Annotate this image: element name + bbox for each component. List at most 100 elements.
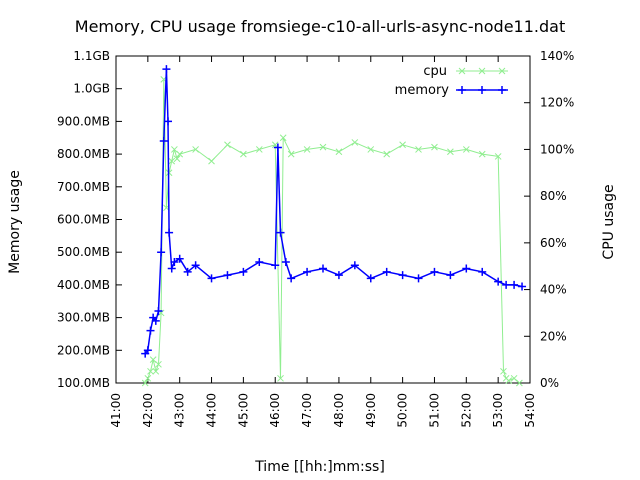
data-point-memory: [366, 274, 375, 283]
x-tick-label: 51:00: [427, 393, 441, 428]
data-point-cpu: [287, 150, 295, 158]
data-point-memory: [207, 274, 216, 283]
data-point-cpu: [141, 379, 149, 387]
data-point-memory: [276, 228, 285, 237]
series-memory: [141, 65, 527, 358]
y2-tick-label: 100%: [540, 142, 574, 156]
y-tick-label: 800.0MB: [57, 147, 110, 161]
data-point-memory: [334, 271, 343, 280]
data-point-memory: [319, 264, 327, 273]
data-point-memory: [170, 258, 179, 267]
data-point-cpu: [168, 157, 176, 165]
y-tick-label: 300.0MB: [57, 311, 110, 325]
data-point-cpu: [173, 155, 181, 163]
x-tick-label: 42:00: [141, 393, 155, 428]
data-point-memory: [382, 267, 391, 276]
data-point-memory: [143, 346, 152, 355]
series-line-memory: [144, 68, 523, 355]
data-point-memory: [350, 261, 359, 270]
data-point-cpu: [152, 367, 160, 375]
data-point-cpu: [399, 141, 406, 149]
data-point-memory: [271, 261, 280, 270]
data-point-cpu: [255, 146, 263, 153]
x-tick-label: 41:00: [109, 393, 123, 428]
data-point-memory: [183, 267, 192, 276]
data-point-memory: [146, 326, 155, 335]
data-point-memory: [159, 137, 168, 146]
data-point-memory: [502, 280, 511, 289]
data-point-cpu: [208, 157, 215, 165]
y-tick-label: 1.0GB: [73, 82, 110, 96]
data-point-memory: [191, 261, 200, 270]
data-point-memory: [239, 267, 248, 276]
x-tick-label: 47:00: [300, 393, 314, 428]
y2-tick-label: 0%: [540, 376, 559, 390]
legend-marker-cpu: [498, 67, 506, 75]
data-point-memory: [167, 264, 176, 273]
data-point-cpu: [505, 377, 513, 385]
x-tick-label: 50:00: [396, 393, 410, 428]
data-point-cpu: [277, 374, 284, 382]
data-point-memory: [478, 267, 487, 276]
y2-tick-label: 80%: [540, 189, 567, 203]
data-point-cpu: [494, 153, 502, 160]
series-layer: [141, 65, 527, 387]
y2-axis-label: CPU usage: [601, 184, 617, 259]
legend-label-cpu: cpu: [423, 64, 447, 79]
data-point-memory: [494, 277, 503, 286]
x-tick-label: 45:00: [236, 393, 250, 428]
data-point-cpu: [319, 143, 327, 151]
data-point-cpu: [224, 141, 231, 149]
y2-tick-label: 20%: [540, 329, 567, 343]
data-point-cpu: [335, 148, 343, 156]
series-line-cpu: [144, 78, 520, 384]
data-point-cpu: [431, 143, 438, 151]
y-axis-left: 100.0MB 200.0MB 300.0MB 400.0MB 500.0MB 600.0…: [57, 49, 122, 390]
data-point-memory: [430, 267, 439, 276]
data-point-memory: [510, 280, 519, 289]
data-point-cpu: [155, 360, 162, 368]
data-point-cpu: [303, 146, 311, 153]
data-point-memory: [223, 271, 232, 280]
legend-marker-cpu: [478, 67, 486, 75]
data-point-memory: [446, 271, 455, 280]
data-point-memory: [414, 274, 423, 283]
y-tick-label: 900.0MB: [57, 114, 110, 128]
y-tick-label: 100.0MB: [57, 376, 110, 390]
y2-tick-label: 140%: [540, 49, 574, 63]
data-point-memory: [281, 258, 290, 267]
y-axis-label: Memory usage: [7, 170, 23, 274]
y2-tick-label: 40%: [540, 283, 567, 297]
y-tick-label: 400.0MB: [57, 278, 110, 292]
y-tick-label: 600.0MB: [57, 213, 110, 227]
y-tick-label: 1.1GB: [73, 49, 110, 63]
data-point-memory: [165, 228, 174, 237]
y-tick-label: 500.0MB: [57, 245, 110, 259]
data-point-cpu: [176, 150, 184, 158]
y-axis-right: 0% 20% 40% 60% 80% 100% 120% 140%: [524, 49, 574, 390]
y2-tick-label: 120%: [540, 96, 574, 110]
legend-marker-cpu: [458, 67, 466, 75]
data-point-memory: [162, 65, 171, 74]
x-axis-label: Time [[hh:]mm:ss]: [254, 459, 385, 475]
data-point-memory: [164, 117, 173, 126]
x-tick-label: 54:00: [523, 393, 537, 428]
x-tick-label: 46:00: [268, 393, 282, 428]
x-tick-label: 43:00: [173, 393, 187, 428]
x-axis: 41:00 42:00 43:00 44:00 45:00 46:00 47:00 48:00…: [109, 56, 537, 428]
data-point-cpu: [240, 150, 247, 158]
data-point-cpu: [144, 374, 152, 382]
y2-tick-label: 60%: [540, 236, 567, 250]
data-point-cpu: [500, 367, 507, 375]
legend-label-memory: memory: [395, 83, 450, 98]
data-point-memory: [462, 264, 471, 273]
data-point-cpu: [516, 379, 523, 387]
series-cpu: [141, 76, 523, 387]
data-point-cpu: [415, 146, 422, 153]
data-point-memory: [151, 316, 160, 325]
legend-marker-memory: [478, 86, 486, 94]
data-point-memory: [273, 143, 282, 152]
y-tick-label: 200.0MB: [57, 343, 110, 357]
data-point-memory: [157, 248, 166, 257]
